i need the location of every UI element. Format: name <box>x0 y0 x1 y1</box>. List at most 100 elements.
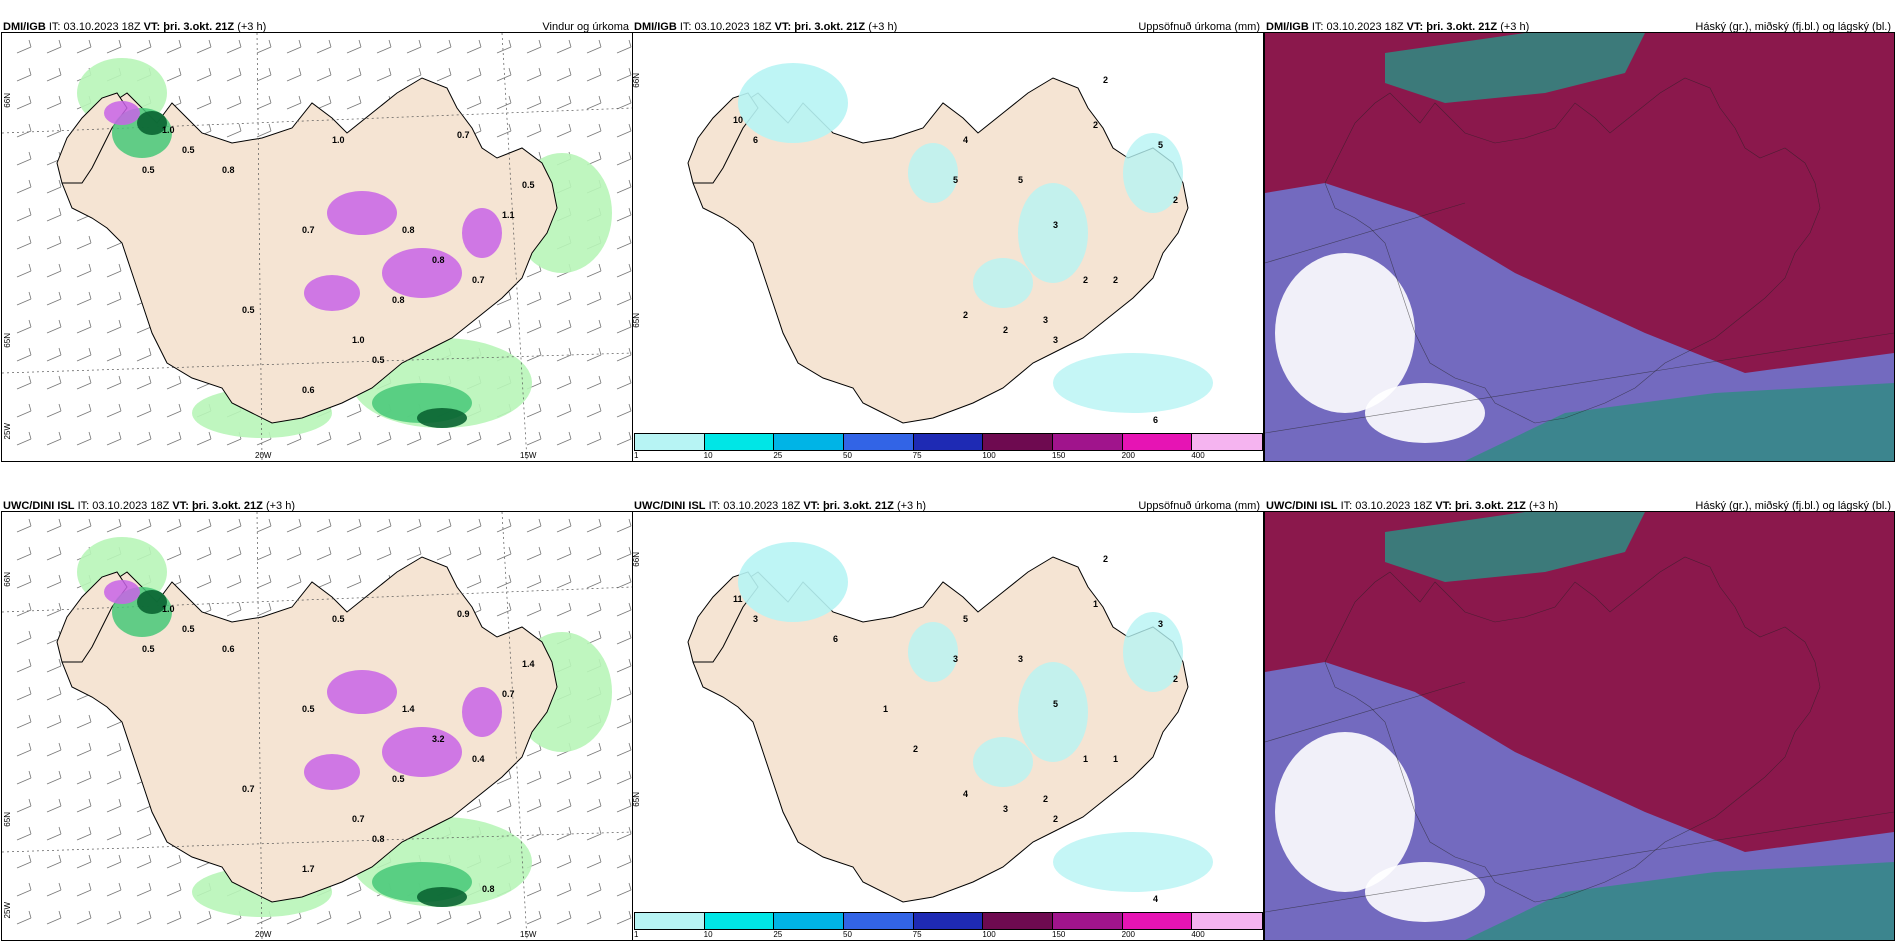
axis-label-15w: 15W <box>520 930 537 939</box>
it-label: IT: <box>1311 21 1324 33</box>
wind-barb <box>436 67 452 82</box>
precip-area-purple <box>104 101 140 125</box>
wind-barb <box>46 714 62 729</box>
wind-barb <box>586 263 602 278</box>
wind-barb <box>466 39 482 54</box>
wind-barb <box>526 291 542 306</box>
iceland-outline <box>61 77 558 424</box>
precip-value-label: 3 <box>1043 315 1048 325</box>
it-value: 03.10.2023 18Z <box>723 500 801 512</box>
wind-barb <box>46 95 62 110</box>
wind-barb <box>346 574 362 589</box>
cloud-free-area <box>1275 732 1415 892</box>
axis-label-15w: 15W <box>520 451 537 460</box>
wind-barb <box>496 39 512 54</box>
wind-barb <box>556 123 572 138</box>
cloud-low-level <box>1465 383 1894 461</box>
precip-value-label: 0.5 <box>302 704 315 714</box>
wind-barb <box>406 518 422 533</box>
it-label: IT: <box>708 500 721 512</box>
colorbar-segment <box>704 434 775 450</box>
wind-barb <box>196 67 212 82</box>
wind-barb <box>616 770 632 785</box>
precip-value-label: 5 <box>963 614 968 624</box>
wind-barb <box>376 546 392 561</box>
panel-header-p2: DMI/IGB IT: 03.10.2023 18Z VT: þri. 3.ok… <box>632 18 1262 36</box>
wind-barb <box>46 910 62 925</box>
model-name: DMI/IGB <box>634 21 677 33</box>
panel-dmi-accum: 2 2 5 4 5 5 3 2 3 2 2 6 2 10 6 2 3 66N 65N 1 10 25 50 75 100 1… <box>632 32 1264 462</box>
precip-value-label: 4 <box>1153 894 1158 904</box>
precip-value-label: 1.0 <box>162 604 175 614</box>
precip-value-label: 0.6 <box>302 385 315 395</box>
wind-barb <box>76 742 92 757</box>
wind-barb <box>196 546 212 561</box>
wind-barb <box>616 67 632 82</box>
colorbar-segment <box>983 913 1053 929</box>
wind-barb <box>106 742 122 757</box>
colorbar-tick-label: 400 <box>1191 930 1205 939</box>
wind-barb <box>346 95 362 110</box>
wind-barb <box>196 431 212 446</box>
accum-area <box>1123 612 1183 692</box>
wind-barb <box>346 39 362 54</box>
precip-value-label: 5 <box>1018 175 1023 185</box>
wind-barb <box>616 207 632 222</box>
wind-barb <box>106 403 122 418</box>
wind-barb <box>586 518 602 533</box>
wind-barb <box>166 910 182 925</box>
wind-barb <box>556 347 572 362</box>
precip-value-label: 2 <box>1113 275 1118 285</box>
wind-barb <box>76 826 92 841</box>
wind-barb <box>466 431 482 446</box>
wind-barb <box>376 39 392 54</box>
wind-barb <box>226 95 242 110</box>
panel-title: Vindur og úrkoma <box>542 21 629 33</box>
wind-barb <box>526 826 542 841</box>
wind-barb <box>616 39 632 54</box>
wind-barb <box>586 882 602 897</box>
wind-barb <box>46 291 62 306</box>
wind-barb <box>616 686 632 701</box>
precip-value-label: 2 <box>1053 814 1058 824</box>
wind-barb <box>466 546 482 561</box>
lead-time: (+3 h) <box>1500 21 1530 33</box>
wind-barb <box>136 431 152 446</box>
wind-barb <box>616 95 632 110</box>
wind-barb <box>166 431 182 446</box>
wind-barb <box>16 714 32 729</box>
wind-barb <box>526 882 542 897</box>
wind-barb <box>286 518 302 533</box>
graticule-line <box>1265 811 1894 913</box>
wind-barb <box>586 431 602 446</box>
wind-barb <box>16 854 32 869</box>
wind-barb <box>106 770 122 785</box>
wind-barb <box>526 95 542 110</box>
precip-value-label: 2 <box>1173 674 1178 684</box>
precip-value-label: 4 <box>963 789 968 799</box>
cloud-free-area <box>1365 862 1485 922</box>
wind-barb <box>616 319 632 334</box>
wind-barb <box>46 179 62 194</box>
precip-value-label: 0.7 <box>242 784 255 794</box>
precip-value-label: 0.7 <box>302 225 315 235</box>
precip-value-label: 0.5 <box>392 774 405 784</box>
wind-barb <box>496 431 512 446</box>
colorbar <box>634 912 1263 930</box>
precip-value-label: 2 <box>1083 275 1088 285</box>
wind-barb <box>46 263 62 278</box>
wind-barb <box>406 67 422 82</box>
accum-area <box>738 63 848 143</box>
panel-title: Uppsöfnuð úrkoma (mm) <box>1138 21 1260 33</box>
wind-barb <box>16 263 32 278</box>
colorbar-segment <box>635 913 705 929</box>
lead-time: (+3 h) <box>1528 500 1558 512</box>
wind-barb <box>556 403 572 418</box>
precip-value-label: 1.1 <box>502 210 515 220</box>
wind-barb <box>406 546 422 561</box>
wind-barb <box>586 770 602 785</box>
map-uwc-wind-precip: 0.5 0.6 0.5 0.9 0.8 0.7 0.5 0.4 0.5 0.7 3.2 1.4 0.5 0… <box>2 512 632 940</box>
precip-value-label: 0.5 <box>182 624 195 634</box>
wind-barb <box>346 403 362 418</box>
wind-barb <box>16 658 32 673</box>
